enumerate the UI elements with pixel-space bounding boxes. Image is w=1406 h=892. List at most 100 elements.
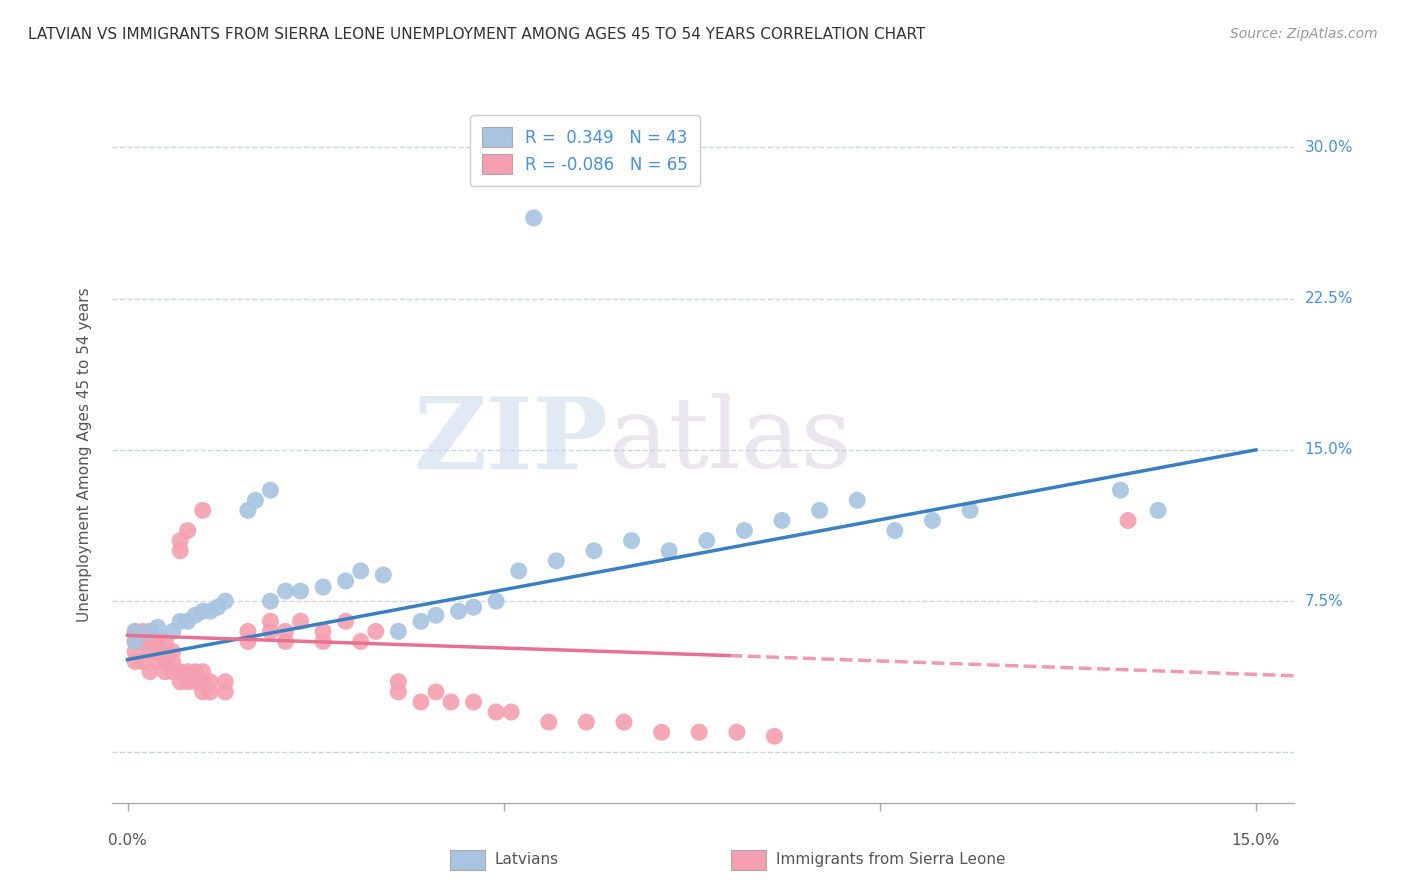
Point — [290, 584, 312, 599]
Point — [200, 674, 222, 689]
Point — [688, 725, 710, 739]
Point — [696, 533, 718, 548]
Point — [191, 604, 214, 618]
Point — [146, 644, 169, 658]
Point — [153, 665, 176, 679]
Point — [124, 644, 146, 658]
Point — [177, 615, 200, 629]
Point — [139, 644, 162, 658]
Text: 15.0%: 15.0% — [1305, 442, 1353, 458]
Point — [387, 685, 409, 699]
Text: 15.0%: 15.0% — [1232, 833, 1279, 848]
Point — [162, 624, 184, 639]
Point — [409, 615, 432, 629]
Text: Immigrants from Sierra Leone: Immigrants from Sierra Leone — [776, 853, 1005, 867]
Point — [846, 493, 869, 508]
Point — [139, 624, 162, 639]
Text: 7.5%: 7.5% — [1305, 594, 1343, 608]
Point — [214, 674, 236, 689]
Point — [131, 655, 153, 669]
Point — [274, 634, 297, 648]
Point — [575, 715, 598, 730]
Point — [131, 624, 153, 639]
Point — [883, 524, 905, 538]
Point — [373, 568, 395, 582]
Point — [582, 543, 605, 558]
Point — [463, 695, 485, 709]
Point — [501, 705, 523, 719]
Point — [169, 543, 191, 558]
Text: Latvians: Latvians — [495, 853, 560, 867]
Text: atlas: atlas — [609, 393, 851, 489]
Point — [364, 624, 387, 639]
Point — [409, 695, 432, 709]
Point — [146, 634, 169, 648]
Point — [733, 524, 755, 538]
Point — [312, 580, 335, 594]
Point — [214, 594, 236, 608]
Point — [335, 574, 357, 588]
Point — [191, 674, 214, 689]
Point — [350, 564, 373, 578]
Point — [1116, 513, 1139, 527]
Point — [485, 705, 508, 719]
Point — [312, 624, 335, 639]
Point — [184, 608, 207, 623]
Text: ZIP: ZIP — [413, 392, 609, 490]
Point — [1109, 483, 1132, 498]
Point — [200, 685, 222, 699]
Point — [169, 615, 191, 629]
Text: 22.5%: 22.5% — [1305, 291, 1353, 306]
Point — [153, 634, 176, 648]
Point — [169, 665, 191, 679]
Point — [485, 594, 508, 608]
Point — [259, 615, 281, 629]
Point — [124, 624, 146, 639]
Point — [921, 513, 943, 527]
Point — [1147, 503, 1170, 517]
Point — [124, 634, 146, 648]
Point — [770, 513, 793, 527]
Point — [191, 685, 214, 699]
Point — [184, 674, 207, 689]
Point — [447, 604, 470, 618]
Point — [153, 655, 176, 669]
Point — [335, 615, 357, 629]
Point — [959, 503, 981, 517]
Point — [425, 608, 447, 623]
Point — [124, 624, 146, 639]
Point — [177, 665, 200, 679]
Point — [259, 483, 281, 498]
Point — [387, 674, 409, 689]
Point — [162, 644, 184, 658]
Point — [162, 655, 184, 669]
Point — [200, 604, 222, 618]
Point — [191, 503, 214, 517]
Point — [508, 564, 530, 578]
Point — [440, 695, 463, 709]
Point — [153, 644, 176, 658]
Point — [169, 533, 191, 548]
Point — [350, 634, 373, 648]
Point — [162, 665, 184, 679]
Point — [808, 503, 831, 517]
Point — [207, 600, 229, 615]
Point — [139, 665, 162, 679]
Point — [146, 655, 169, 669]
Point — [274, 624, 297, 639]
Text: Source: ZipAtlas.com: Source: ZipAtlas.com — [1230, 27, 1378, 41]
Point — [763, 729, 786, 743]
Point — [124, 634, 146, 648]
Point — [312, 634, 335, 648]
Point — [139, 634, 162, 648]
Text: 0.0%: 0.0% — [108, 833, 146, 848]
Point — [245, 493, 267, 508]
Point — [131, 634, 153, 648]
Point — [124, 655, 146, 669]
Point — [169, 674, 191, 689]
Point — [191, 665, 214, 679]
Point — [236, 634, 259, 648]
Point — [725, 725, 748, 739]
Point — [214, 685, 236, 699]
Point — [463, 600, 485, 615]
